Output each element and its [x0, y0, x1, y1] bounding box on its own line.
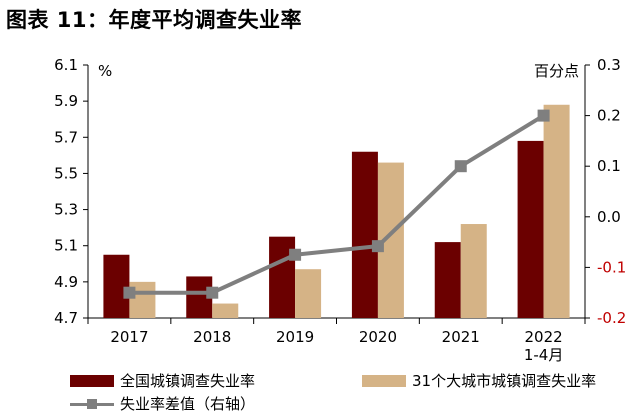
right-axis-unit: 百分点 — [534, 62, 579, 80]
x-tick-label: 1-4月 — [524, 346, 564, 364]
left-tick-label: 4.7 — [54, 309, 78, 327]
bar-national — [434, 242, 461, 318]
bar-31-cities — [543, 104, 570, 318]
bar-national — [103, 254, 130, 318]
x-tick-label: 2018 — [193, 328, 231, 346]
figure-title: 图表 11：年度平均调查失业率 — [6, 8, 303, 32]
bar-31-cities — [212, 303, 239, 318]
left-tick-label: 5.1 — [54, 237, 78, 255]
diff-point — [206, 286, 219, 299]
right-tick-label: 0.2 — [597, 107, 621, 125]
diff-point — [371, 240, 384, 253]
axis-labels: 4.7 4.9 5.1 5.3 5.5 5.7 5.9 6.1 -0.2 -0.1 0.0 0.1 0.… — [54, 56, 626, 364]
diff-line — [129, 113, 545, 295]
legend-swatch-series1 — [70, 374, 114, 387]
left-tick-label: 5.7 — [54, 128, 78, 146]
legend-label-series1: 全国城镇调查失业率 — [120, 372, 256, 390]
x-tick-label: 2019 — [276, 328, 314, 346]
chart: 4.7 4.9 5.1 5.3 5.5 5.7 5.9 6.1 -0.2 -0.1 0.0 0.1 0.… — [54, 56, 626, 364]
legend-item-series3: 失业率差值（右轴） — [70, 393, 255, 414]
legend-label-series2: 31个大城市城镇调查失业率 — [412, 372, 597, 390]
legend-label-series3: 失业率差值（右轴） — [120, 395, 256, 413]
diff-point — [289, 248, 302, 261]
diff-point — [123, 286, 136, 299]
diff-point — [537, 109, 550, 122]
legend-swatch-series2 — [362, 374, 406, 387]
axes — [83, 64, 590, 324]
x-tick-label: 2022 — [524, 328, 562, 346]
left-axis-unit: % — [98, 62, 112, 80]
bar-national — [351, 151, 378, 318]
right-tick-label: 0.3 — [597, 56, 621, 74]
right-tick-label: 0.0 — [597, 208, 621, 226]
left-tick-label: 6.1 — [54, 56, 78, 74]
bar-31-cities — [295, 269, 322, 318]
line-series — [123, 109, 550, 299]
bars — [103, 104, 570, 318]
bar-national — [517, 140, 544, 318]
legend: 全国城镇调查失业率 31个大城市城镇调查失业率 失业率差值（右轴） — [0, 366, 640, 416]
right-tick-label: 0.1 — [597, 157, 621, 175]
legend-item-series1: 全国城镇调查失业率 — [70, 370, 255, 391]
right-tick-label: -0.1 — [597, 258, 626, 276]
x-tick-label: 2020 — [359, 328, 397, 346]
legend-item-series2: 31个大城市城镇调查失业率 — [362, 370, 596, 391]
x-tick-label: 2021 — [442, 328, 480, 346]
legend-swatch-series3 — [70, 398, 114, 410]
left-tick-label: 5.3 — [54, 201, 78, 219]
left-tick-label: 5.5 — [54, 164, 78, 182]
x-tick-label: 2017 — [110, 328, 148, 346]
bar-31-cities — [460, 224, 487, 318]
diff-point — [454, 160, 467, 173]
right-tick-label: -0.2 — [597, 309, 626, 327]
left-tick-label: 5.9 — [54, 92, 78, 110]
left-tick-label: 4.9 — [54, 273, 78, 291]
